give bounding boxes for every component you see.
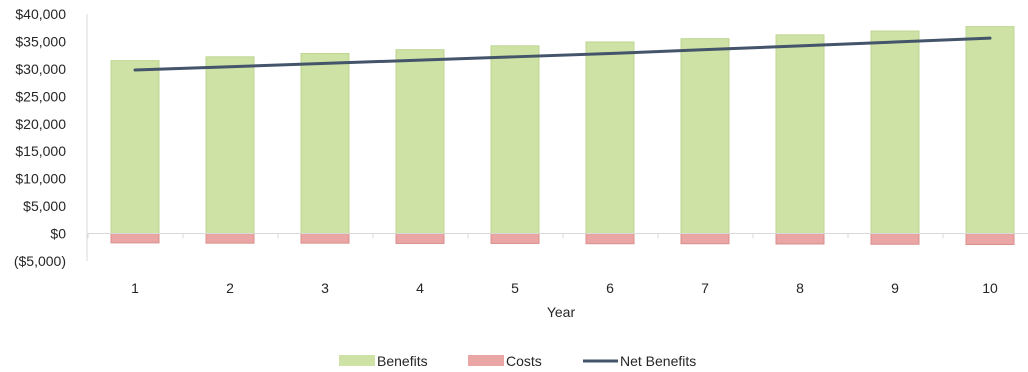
legend-label-costs: Costs bbox=[506, 353, 542, 369]
x-tick-label: 4 bbox=[416, 280, 424, 296]
benefits-bar bbox=[965, 26, 1015, 235]
x-tick-label: 6 bbox=[606, 280, 614, 296]
costs-bar bbox=[490, 233, 540, 244]
benefits-bar bbox=[775, 34, 825, 235]
x-tick-label: 5 bbox=[511, 280, 519, 296]
benefits-bar bbox=[585, 41, 635, 235]
x-axis: 1 2 3 4 5 6 7 8 9 10 bbox=[131, 280, 998, 296]
benefits-bar bbox=[490, 45, 540, 235]
y-tick-label: $30,000 bbox=[15, 61, 66, 77]
x-tick-label: 7 bbox=[701, 280, 709, 296]
costs-bar bbox=[775, 233, 825, 245]
y-tick-label: $15,000 bbox=[15, 143, 66, 159]
costs-bar bbox=[205, 233, 255, 244]
costs-bar bbox=[870, 233, 920, 245]
net-benefits-line bbox=[133, 36, 992, 72]
x-tick-label: 9 bbox=[891, 280, 899, 296]
y-tick-label: $10,000 bbox=[15, 171, 66, 187]
legend: Benefits Costs Net Benefits bbox=[339, 353, 696, 369]
legend-swatch-benefits bbox=[339, 355, 375, 366]
x-tick-label: 1 bbox=[131, 280, 139, 296]
x-tick-label: 3 bbox=[321, 280, 329, 296]
y-axis: $40,000 $35,000 $30,000 $25,000 $20,000 $15,0… bbox=[14, 6, 88, 269]
benefits-bar bbox=[110, 60, 160, 235]
benefits-bar bbox=[395, 49, 445, 235]
y-tick-label: $40,000 bbox=[15, 6, 66, 22]
zero-line-group bbox=[87, 233, 1028, 239]
benefits-bar bbox=[680, 38, 730, 235]
x-axis-title: Year bbox=[547, 304, 576, 320]
legend-label-benefits: Benefits bbox=[377, 353, 428, 369]
costs-bar bbox=[585, 233, 635, 245]
x-tick-label: 2 bbox=[226, 280, 234, 296]
x-tick-label: 8 bbox=[796, 280, 804, 296]
y-tick-label: $5,000 bbox=[23, 198, 66, 214]
costs-bar bbox=[965, 233, 1015, 246]
x-tick-label: 10 bbox=[982, 280, 998, 296]
y-tick-label: $0 bbox=[50, 226, 66, 242]
costs-bar bbox=[395, 233, 445, 244]
costs-bar bbox=[680, 233, 730, 245]
y-tick-label: $35,000 bbox=[15, 33, 66, 49]
benefits-bar bbox=[205, 56, 255, 235]
legend-swatch-costs bbox=[468, 355, 504, 366]
y-tick-label: ($5,000) bbox=[14, 253, 66, 269]
y-tick-label: $25,000 bbox=[15, 88, 66, 104]
bars bbox=[110, 26, 1015, 246]
costs-bar bbox=[300, 233, 350, 244]
legend-label-net-benefits: Net Benefits bbox=[620, 353, 696, 369]
y-tick-label: $20,000 bbox=[15, 116, 66, 132]
benefits-bar bbox=[870, 30, 920, 235]
costs-bar bbox=[110, 233, 160, 244]
benefits-bar bbox=[300, 53, 350, 235]
line-series bbox=[133, 36, 992, 72]
